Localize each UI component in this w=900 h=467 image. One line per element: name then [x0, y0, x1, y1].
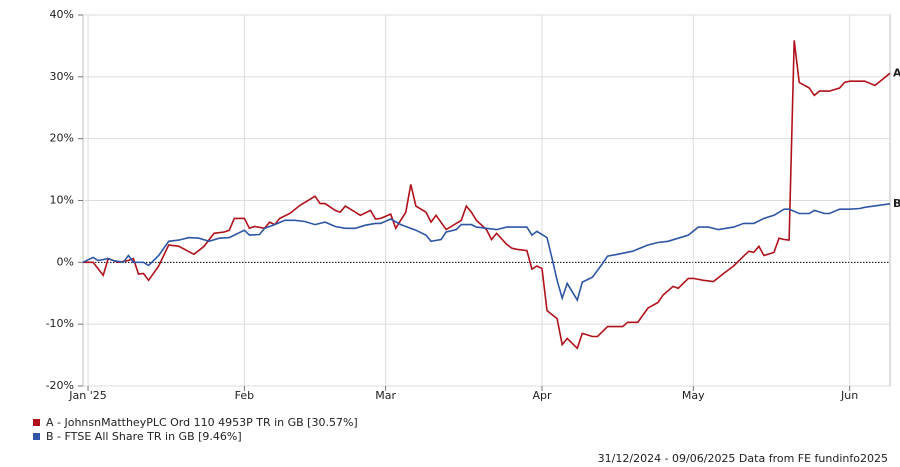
x-tick-label: Apr	[532, 389, 552, 402]
legend-label: A - JohnsnMattheyPLC Ord 110 4953P TR in…	[46, 416, 358, 429]
y-tick-label: 40%	[50, 8, 74, 21]
y-tick-label: 10%	[50, 194, 74, 207]
y-tick-label: -20%	[46, 379, 74, 392]
legend-swatch	[33, 433, 40, 440]
end-tag: A	[893, 66, 900, 79]
end-tag: B	[893, 197, 900, 210]
line	[83, 40, 891, 350]
y-tick-label: 30%	[50, 70, 74, 83]
line	[82, 203, 891, 303]
footer: 31/12/2024 - 09/06/2025 Data from FE fun…	[598, 452, 888, 465]
y-tick-label: 20%	[50, 132, 74, 145]
x-tick-label: Jan '25	[68, 389, 106, 402]
y-tick-label: -10%	[46, 317, 74, 330]
x-tick-label: Mar	[375, 389, 396, 402]
x-tick-label: Feb	[235, 389, 254, 402]
y-tick-label: 0%	[57, 255, 74, 268]
legend-swatch	[33, 419, 40, 426]
legend-label: B - FTSE All Share TR in GB [9.46%]	[46, 430, 242, 443]
x-tick-label: May	[682, 389, 705, 402]
x-tick-label: Jun	[840, 389, 858, 402]
